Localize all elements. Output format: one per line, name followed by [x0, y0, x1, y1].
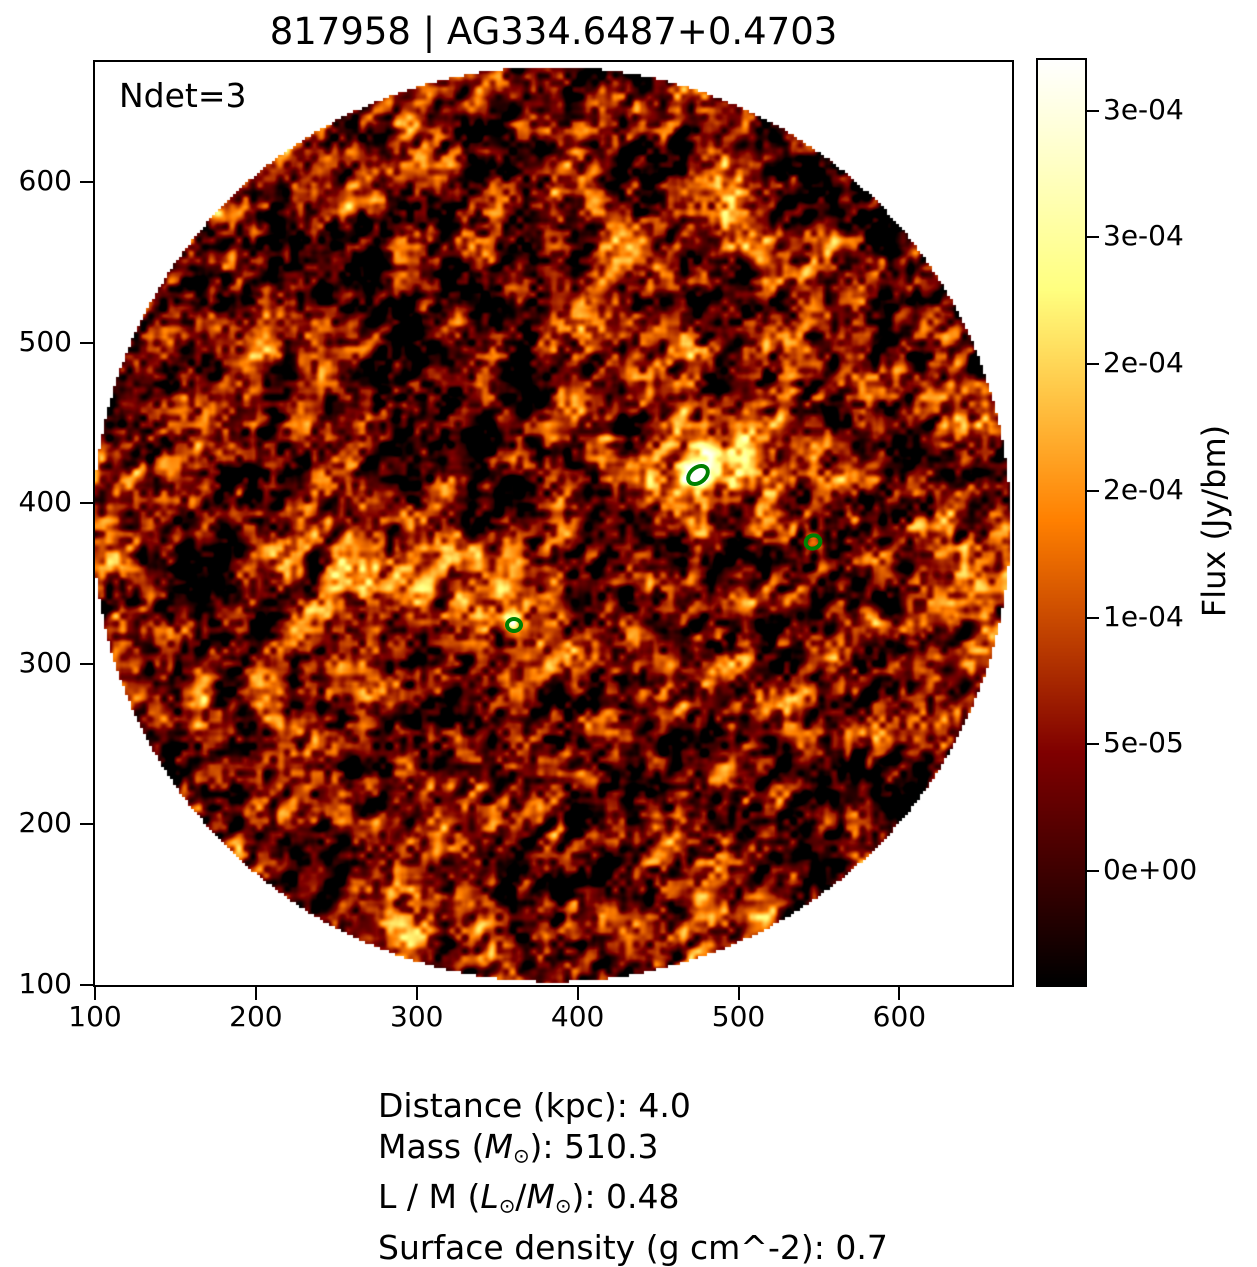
- x-axis-tick-label: 200: [229, 1000, 283, 1033]
- footer-stats: Distance (kpc): 4.0 Mass (M⊙): 510.3 L / M…: [378, 1085, 888, 1267]
- y-axis-tick: [80, 823, 93, 826]
- flux-map-canvas: [95, 62, 1012, 985]
- x-axis-tick-label: 500: [711, 1000, 766, 1033]
- colorbar-tick-label: 3e-04: [1103, 219, 1184, 253]
- colorbar-tick-label: 2e-04: [1103, 473, 1184, 507]
- plot-title: 817958 | AG334.6487+0.4703: [269, 10, 838, 53]
- x-axis-tick: [415, 987, 418, 1000]
- x-axis-tick-label: 300: [390, 1000, 444, 1033]
- colorbar-tick: [1087, 109, 1099, 112]
- ndet-annotation: Ndet=3: [119, 76, 247, 115]
- y-axis-tick-label: 400: [18, 485, 72, 519]
- y-axis-tick-label: 200: [18, 806, 72, 840]
- y-axis-tick-label: 300: [18, 646, 72, 680]
- colorbar-tick-label: 5e-05: [1103, 726, 1184, 760]
- y-axis-tick-label: 600: [18, 164, 72, 198]
- footer-line: Mass (M⊙): 510.3: [378, 1127, 659, 1168]
- y-axis-tick: [80, 341, 93, 344]
- x-axis-tick: [576, 987, 579, 1000]
- x-axis-tick-label: 600: [872, 1000, 927, 1033]
- footer-line: L / M (L⊙/M⊙): 0.48: [378, 1177, 680, 1218]
- x-axis-tick: [94, 987, 96, 1000]
- colorbar: [1036, 58, 1087, 987]
- y-axis-tick: [80, 984, 93, 986]
- colorbar-tick-label: 3e-04: [1103, 92, 1184, 126]
- colorbar-tick: [1087, 236, 1099, 239]
- x-axis-tick-label: 400: [550, 1000, 605, 1033]
- x-axis-tick: [898, 987, 901, 1000]
- footer-line: Distance (kpc): 4.0: [378, 1086, 691, 1125]
- x-axis-tick: [737, 987, 740, 1000]
- x-axis-tick: [254, 987, 257, 1000]
- colorbar-tick-label: 0e+00: [1103, 853, 1198, 887]
- y-axis-tick: [80, 181, 93, 184]
- colorbar-tick: [1087, 743, 1099, 746]
- x-axis-tick-label: 100: [68, 1000, 122, 1033]
- y-axis-tick-label: 100: [18, 967, 72, 1001]
- colorbar-tick: [1087, 489, 1099, 492]
- colorbar-tick: [1087, 363, 1099, 366]
- colorbar-tick-label: 2e-04: [1103, 346, 1184, 380]
- detection-marker: [504, 616, 523, 633]
- colorbar-canvas: [1038, 60, 1085, 985]
- footer-line: Surface density (g cm^-2): 0.7: [378, 1227, 888, 1267]
- plot-area: Ndet=3: [93, 60, 1014, 987]
- colorbar-axis-label: Flux (Jy/bm): [1195, 424, 1233, 618]
- colorbar-tick: [1087, 869, 1099, 872]
- colorbar-tick-label: 1e-04: [1103, 599, 1184, 633]
- y-axis-tick-label: 500: [18, 325, 72, 359]
- colorbar-tick: [1087, 616, 1099, 619]
- y-axis-tick: [80, 662, 93, 665]
- y-axis-tick: [80, 502, 93, 505]
